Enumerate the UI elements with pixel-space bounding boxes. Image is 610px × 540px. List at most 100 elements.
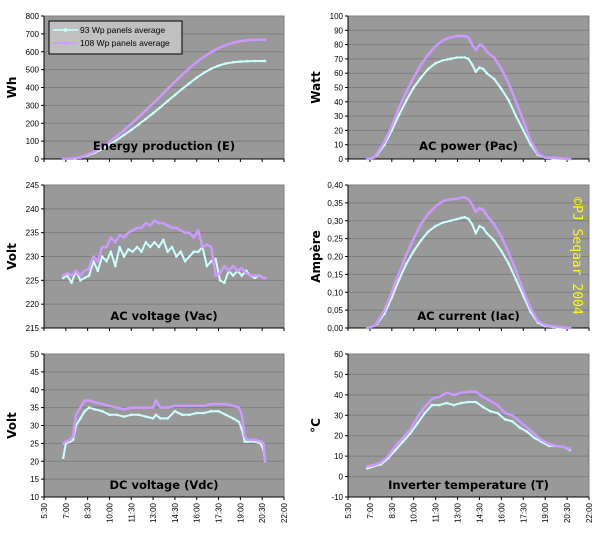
- data-point: [144, 240, 148, 244]
- y-tick-label: 40: [334, 98, 343, 107]
- x-tick-label: 13:00: [149, 502, 158, 523]
- data-point: [253, 276, 257, 280]
- y-tick-label: 70: [334, 55, 343, 64]
- data-point: [175, 226, 178, 230]
- data-point: [66, 271, 69, 275]
- data-point: [263, 460, 267, 463]
- data-point: [243, 434, 246, 438]
- data-point: [412, 249, 416, 253]
- data-point: [108, 404, 111, 408]
- data-point: [489, 409, 492, 413]
- data-point: [159, 105, 162, 109]
- data-point: [210, 50, 213, 54]
- data-point: [467, 390, 470, 394]
- x-tick-label: 10:00: [410, 502, 419, 523]
- data-point: [122, 128, 126, 132]
- data-point: [109, 236, 113, 239]
- data-point: [243, 440, 246, 443]
- data-point: [536, 319, 540, 323]
- chart-title: Inverter temperature (T): [388, 478, 549, 492]
- series-line-93wp: [367, 216, 570, 329]
- data-point: [130, 413, 133, 417]
- data-point: [489, 399, 492, 403]
- data-point: [223, 281, 226, 285]
- data-point: [237, 420, 241, 424]
- data-point: [372, 324, 375, 328]
- data-point: [253, 274, 257, 277]
- data-point: [144, 415, 148, 418]
- data-point: [100, 402, 104, 406]
- data-point: [87, 274, 91, 277]
- data-point: [195, 411, 198, 415]
- data-point: [108, 413, 111, 417]
- data-point: [253, 438, 257, 442]
- data-point: [507, 262, 511, 265]
- data-point: [217, 46, 220, 50]
- x-tick-label: 8:30: [84, 502, 93, 518]
- chart-title: Energy production (E): [93, 139, 235, 153]
- data-point: [192, 236, 196, 239]
- data-point: [375, 321, 379, 324]
- y-tick-label: 20: [30, 457, 39, 466]
- data-point: [492, 223, 496, 226]
- data-point: [170, 245, 174, 249]
- y-tick-label: 100: [26, 137, 40, 146]
- data-point: [153, 219, 156, 223]
- data-point: [217, 402, 220, 406]
- data-point: [514, 100, 518, 104]
- data-point: [434, 205, 437, 208]
- chart-vdc: 10 15 20 25 30 35 40 45 50 5:30 7:00 8:30 10:00 11:30…: [5, 350, 289, 523]
- y-tick-label: 0: [339, 155, 344, 164]
- data-point: [166, 99, 169, 103]
- data-point: [122, 236, 126, 239]
- data-point: [157, 221, 161, 225]
- data-point: [427, 67, 430, 71]
- data-point: [397, 278, 401, 282]
- chart-energy: 0 100 200 300 400 500 600 700 800 Wh Energy produc…: [5, 12, 285, 164]
- data-point: [79, 406, 82, 409]
- y-tick-label: 50: [334, 370, 343, 379]
- data-point: [62, 157, 65, 161]
- data-point: [562, 445, 565, 449]
- data-point: [205, 243, 209, 246]
- data-point: [408, 432, 412, 436]
- data-point: [188, 231, 191, 234]
- data-point: [474, 70, 478, 74]
- data-point: [522, 129, 525, 132]
- data-point: [92, 255, 95, 258]
- data-point: [115, 135, 118, 138]
- data-point: [481, 405, 485, 409]
- x-tick-label: 16:00: [193, 502, 202, 523]
- data-point: [503, 411, 507, 415]
- data-point: [419, 63, 423, 66]
- data-point: [568, 326, 572, 330]
- data-point: [412, 76, 416, 79]
- data-point: [459, 56, 463, 59]
- data-point: [173, 93, 177, 97]
- data-point: [467, 198, 470, 201]
- data-point: [137, 413, 140, 417]
- legend-swatch-marker: [63, 28, 68, 32]
- data-point: [96, 269, 100, 273]
- data-point: [114, 240, 117, 244]
- data-point: [532, 432, 536, 436]
- data-point: [218, 271, 222, 275]
- data-point: [135, 245, 139, 249]
- chart-iac: 0,00 0,05 0,10 0,15 0,20 0,25 0,30 0,35 0,40 Ampè…: [309, 181, 590, 333]
- data-point: [166, 87, 169, 91]
- data-point: [470, 63, 474, 66]
- data-point: [366, 467, 369, 470]
- data-point: [394, 444, 397, 448]
- data-point: [441, 199, 445, 203]
- data-point: [231, 61, 235, 64]
- data-point: [430, 397, 434, 401]
- y-tick-label: 20: [334, 126, 343, 135]
- data-point: [485, 232, 489, 235]
- data-point: [540, 438, 543, 442]
- data-point: [122, 133, 126, 137]
- data-point: [416, 416, 419, 419]
- data-point: [131, 250, 134, 253]
- x-tick-label: 14:30: [475, 502, 484, 523]
- data-point: [224, 413, 228, 417]
- data-point: [412, 237, 416, 240]
